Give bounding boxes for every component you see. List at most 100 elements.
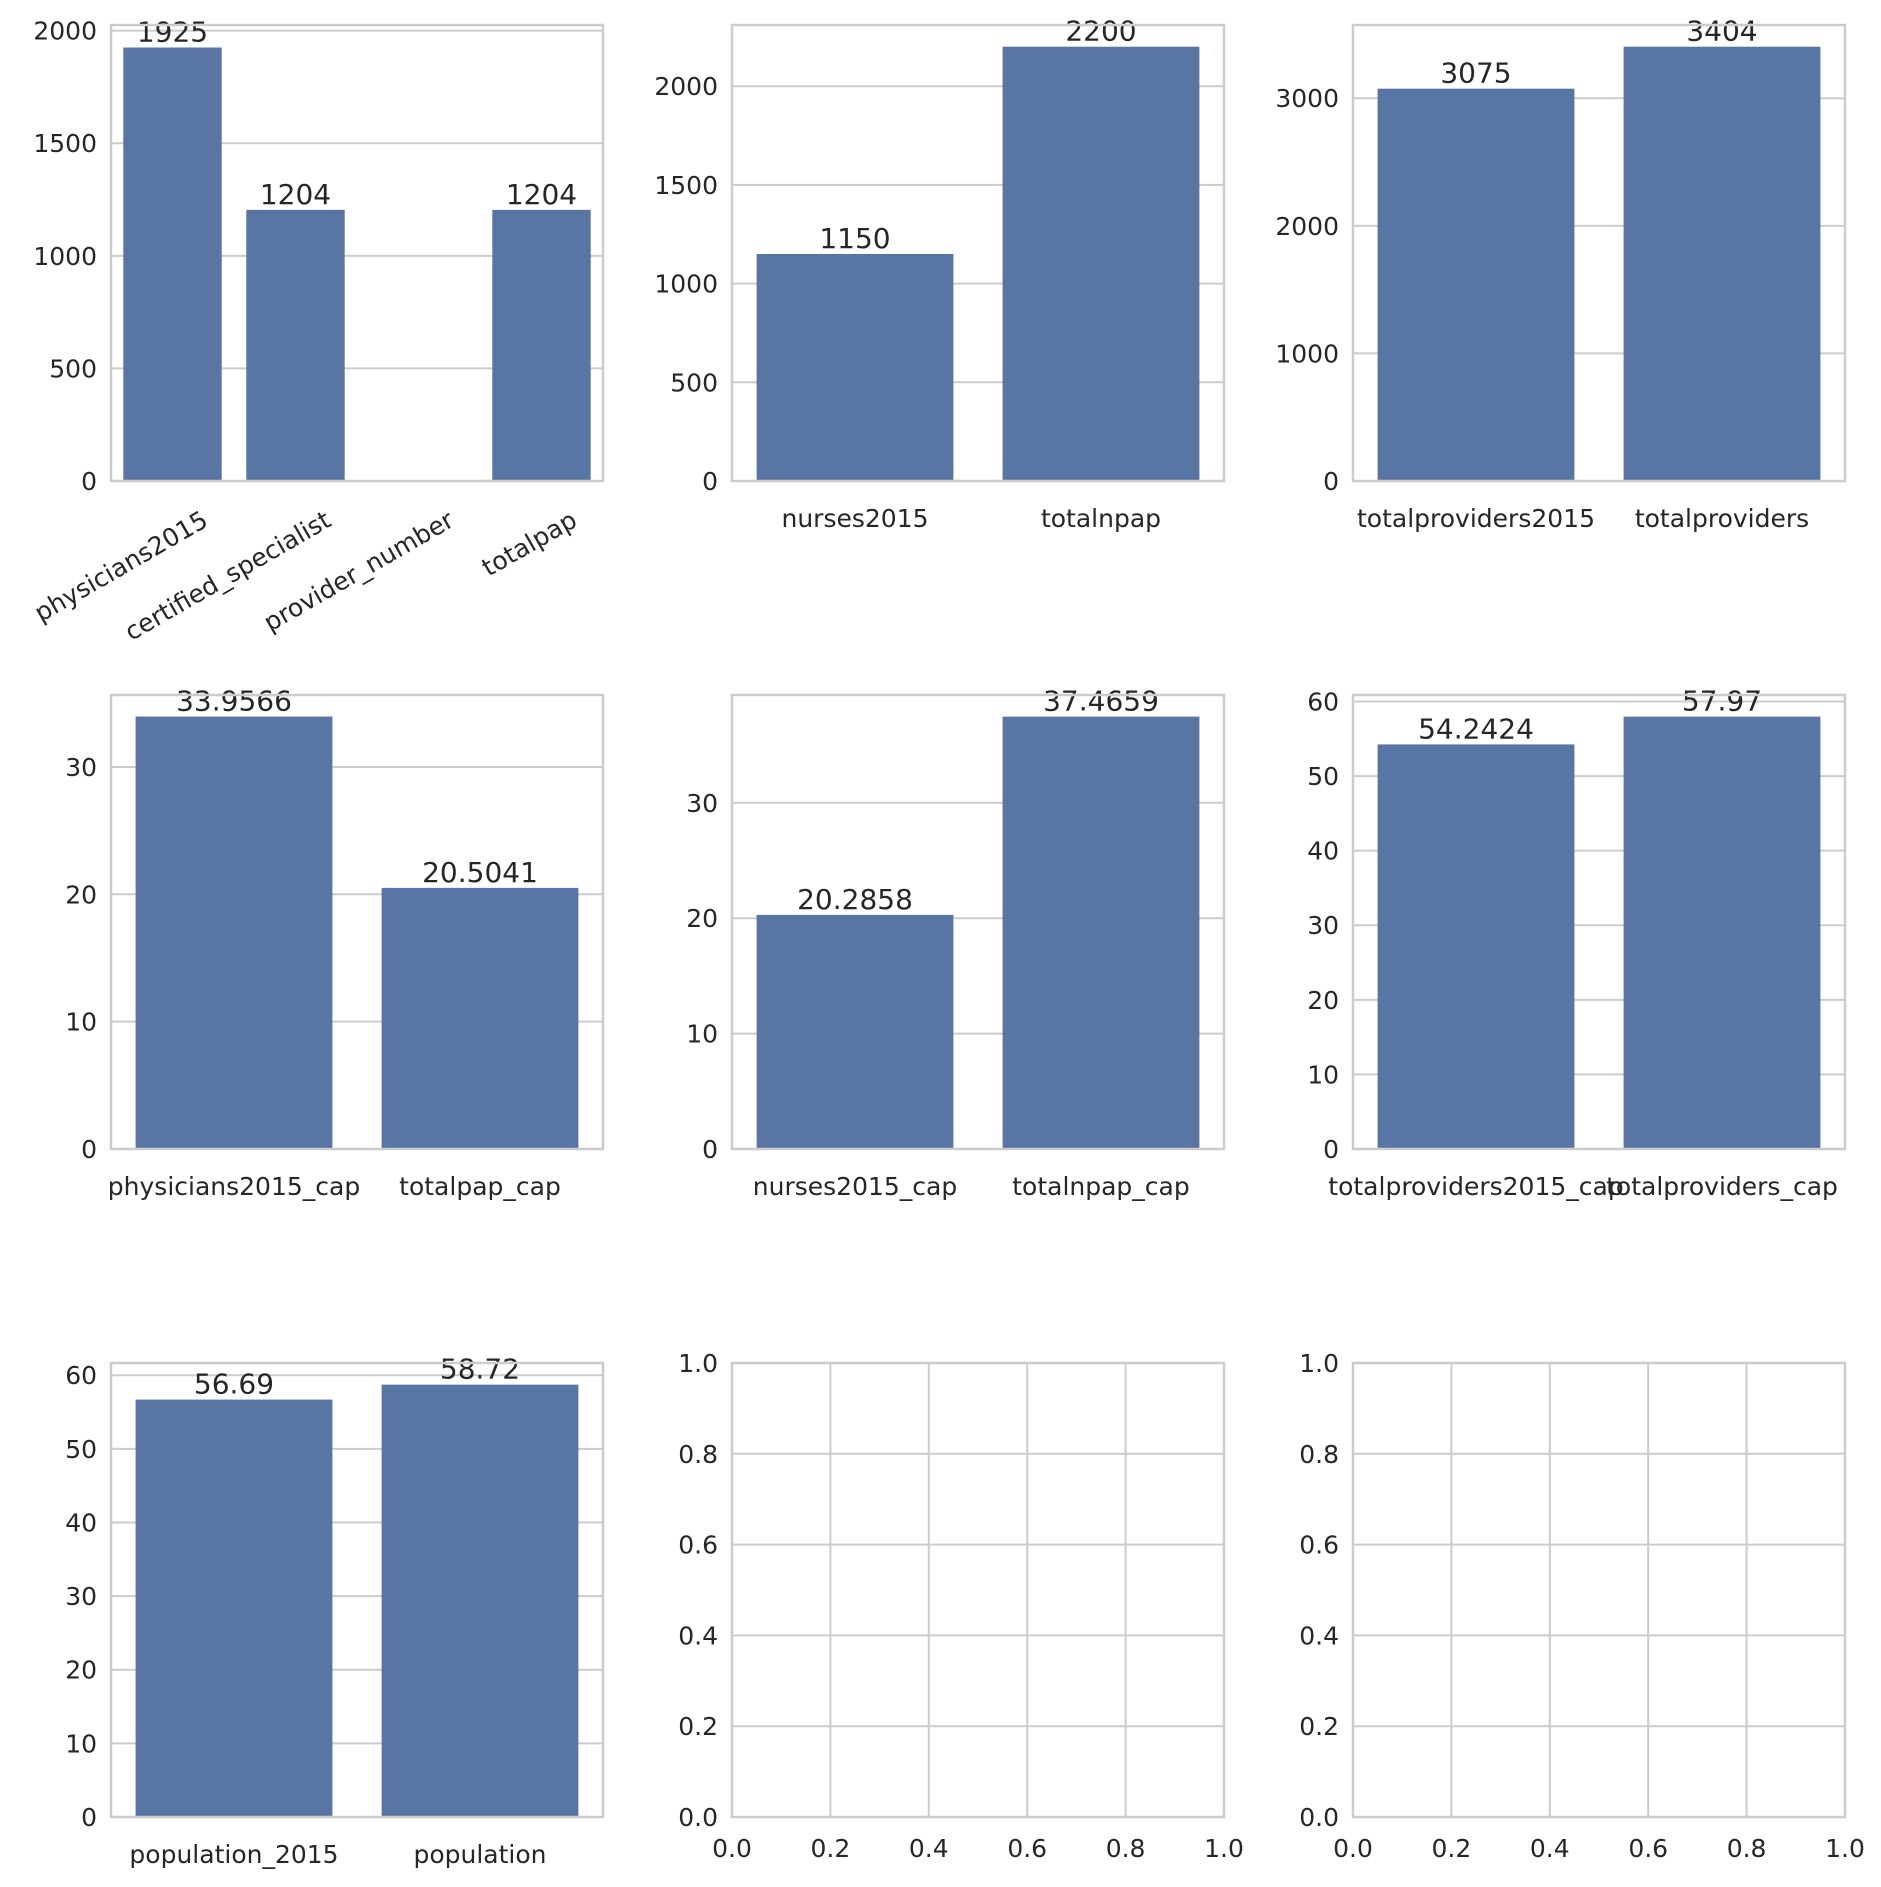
x-category-label: certified_specialist <box>120 505 336 647</box>
bar-totalpap_cap <box>381 887 579 1149</box>
y-tick-label: 1500 <box>654 171 718 200</box>
x-tick-label: 0.0 <box>1333 1834 1373 1863</box>
bar-value-label: 57.97 <box>1682 685 1762 718</box>
y-tick-label: 30 <box>65 1582 97 1611</box>
y-tick-label: 10 <box>1307 1060 1339 1089</box>
bar-totalnpap <box>1002 46 1200 481</box>
bar-value-label: 1204 <box>260 178 331 211</box>
y-tick-label: 0.4 <box>678 1621 718 1650</box>
y-tick-label: 50 <box>65 1435 97 1464</box>
x-tick-label: 0.6 <box>1007 1834 1047 1863</box>
y-tick-label: 10 <box>65 1008 97 1037</box>
y-tick-label: 60 <box>65 1361 97 1390</box>
y-tick-label: 0 <box>702 1135 718 1164</box>
x-category-label: physicians2015_cap <box>108 1172 360 1201</box>
y-tick-label: 3000 <box>1275 84 1339 113</box>
y-tick-label: 0 <box>81 1803 97 1832</box>
bar-value-label: 1204 <box>506 178 577 211</box>
bar-value-label: 2200 <box>1065 15 1136 48</box>
bar-value-label: 33.9566 <box>176 685 292 718</box>
y-tick-label: 50 <box>1307 762 1339 791</box>
y-tick-label: 20 <box>686 904 718 933</box>
subplot-2: 1150 nurses2015 2200 totalnpap 0 500 1000 1500 2… <box>654 15 1226 533</box>
y-tick-label: 0 <box>81 467 97 496</box>
bar-totalpap <box>492 209 591 482</box>
x-tick-label: 0.6 <box>1628 1834 1668 1863</box>
x-category-label: totalproviders_cap <box>1606 1172 1838 1201</box>
y-tick-label: 2000 <box>1275 212 1339 241</box>
bar-value-label: 1925 <box>137 16 208 49</box>
y-tick-label: 0.8 <box>1299 1440 1339 1469</box>
y-tick-label: 2000 <box>33 17 97 46</box>
y-tick-label: 30 <box>65 753 97 782</box>
x-category-label: totalproviders2015_cap <box>1328 1172 1623 1201</box>
x-category-label: population <box>413 1840 546 1869</box>
y-tick-label: 500 <box>49 354 97 383</box>
y-tick-label: 0.2 <box>1299 1712 1339 1741</box>
x-tick-label: 0.4 <box>1530 1834 1570 1863</box>
x-tick-label: 0.0 <box>712 1834 752 1863</box>
axes-frame <box>1351 23 1847 483</box>
y-tick-label: 10 <box>65 1729 97 1758</box>
subplot-1: 1925physicians20151204certified_speciali… <box>29 16 605 647</box>
y-tick-label: 20 <box>65 1656 97 1685</box>
bar-value-label: 37.4659 <box>1043 685 1159 718</box>
y-tick-label: 1000 <box>33 242 97 271</box>
y-tick-label: 1500 <box>33 129 97 158</box>
bar-value-label: 3075 <box>1440 57 1511 90</box>
bar-totalnpap_cap <box>1002 716 1200 1149</box>
bar-nurses2015_cap <box>756 914 954 1149</box>
bar-totalproviders2015_cap <box>1377 744 1575 1149</box>
bar-value-label: 54.2424 <box>1418 712 1534 745</box>
bar-value-label: 20.2858 <box>797 883 913 916</box>
bar-physicians2015 <box>123 47 222 481</box>
x-tick-label: 0.8 <box>1727 1834 1767 1863</box>
subplot-6: 54.2424 totalproviders2015_cap 57.97 totalp… <box>1307 685 1847 1201</box>
axes-frame <box>109 1361 605 1819</box>
x-category-label: nurses2015 <box>781 504 928 533</box>
y-tick-label: 30 <box>1307 911 1339 940</box>
y-tick-label: 10 <box>686 1020 718 1049</box>
bar-population_2015 <box>135 1399 333 1817</box>
bar-totalproviders_cap <box>1623 716 1821 1149</box>
axes-frame <box>109 693 605 1151</box>
bar-totalproviders <box>1623 46 1821 482</box>
subplot-9: 0.0 0.2 0.4 0.6 0.8 1.0 0.0 0.2 0.4 0.6 0.8 1.0 <box>1299 1349 1865 1863</box>
subplot-3: 3075 totalproviders2015 3404 totalproviders… <box>1275 15 1847 533</box>
x-tick-label: 1.0 <box>1825 1834 1865 1863</box>
subplot-5: 20.2858 nurses2015_cap 37.4659 totalnpap_ca… <box>686 685 1226 1201</box>
y-tick-label: 40 <box>1307 837 1339 866</box>
axes-frame <box>730 693 1226 1151</box>
y-tick-label: 20 <box>1307 986 1339 1015</box>
bar-physicians2015_cap <box>135 716 333 1149</box>
y-tick-label: 0 <box>702 467 718 496</box>
axes-frame <box>1351 693 1847 1151</box>
x-tick-label: 0.2 <box>811 1834 851 1863</box>
y-tick-label: 20 <box>65 880 97 909</box>
y-tick-label: 0.8 <box>678 1440 718 1469</box>
bar-value-label: 1150 <box>819 222 890 255</box>
y-tick-label: 0 <box>1323 1135 1339 1164</box>
x-category-label: nurses2015_cap <box>753 1172 957 1201</box>
y-tick-label: 0.6 <box>1299 1531 1339 1560</box>
y-tick-label: 500 <box>670 368 718 397</box>
bar-nurses2015 <box>756 253 954 481</box>
bar-certified_specialist <box>246 209 345 482</box>
y-tick-label: 1.0 <box>678 1349 718 1378</box>
subplot-4: 33.9566 physicians2015_cap 20.5041 totalpap… <box>65 685 605 1201</box>
subplot-7: 56.69 population_2015 58.72 population 0 10 20… <box>65 1353 605 1869</box>
x-category-label: totalnpap_cap <box>1012 1172 1190 1201</box>
bar-totalproviders2015 <box>1377 88 1575 482</box>
subplot-8: 0.0 0.2 0.4 0.6 0.8 1.0 0.0 0.2 0.4 0.6 0.8 1.0 <box>678 1349 1244 1863</box>
x-category-label: totalproviders2015 <box>1357 504 1595 533</box>
bar-value-label: 56.69 <box>194 1368 274 1401</box>
y-tick-label: 0.0 <box>678 1803 718 1832</box>
axes-frame <box>730 1361 1226 1819</box>
x-tick-label: 0.4 <box>909 1834 949 1863</box>
x-category-label: population_2015 <box>129 1840 338 1869</box>
y-tick-label: 1000 <box>1275 339 1339 368</box>
y-tick-label: 60 <box>1307 687 1339 716</box>
y-tick-label: 1000 <box>654 270 718 299</box>
y-tick-label: 40 <box>65 1508 97 1537</box>
